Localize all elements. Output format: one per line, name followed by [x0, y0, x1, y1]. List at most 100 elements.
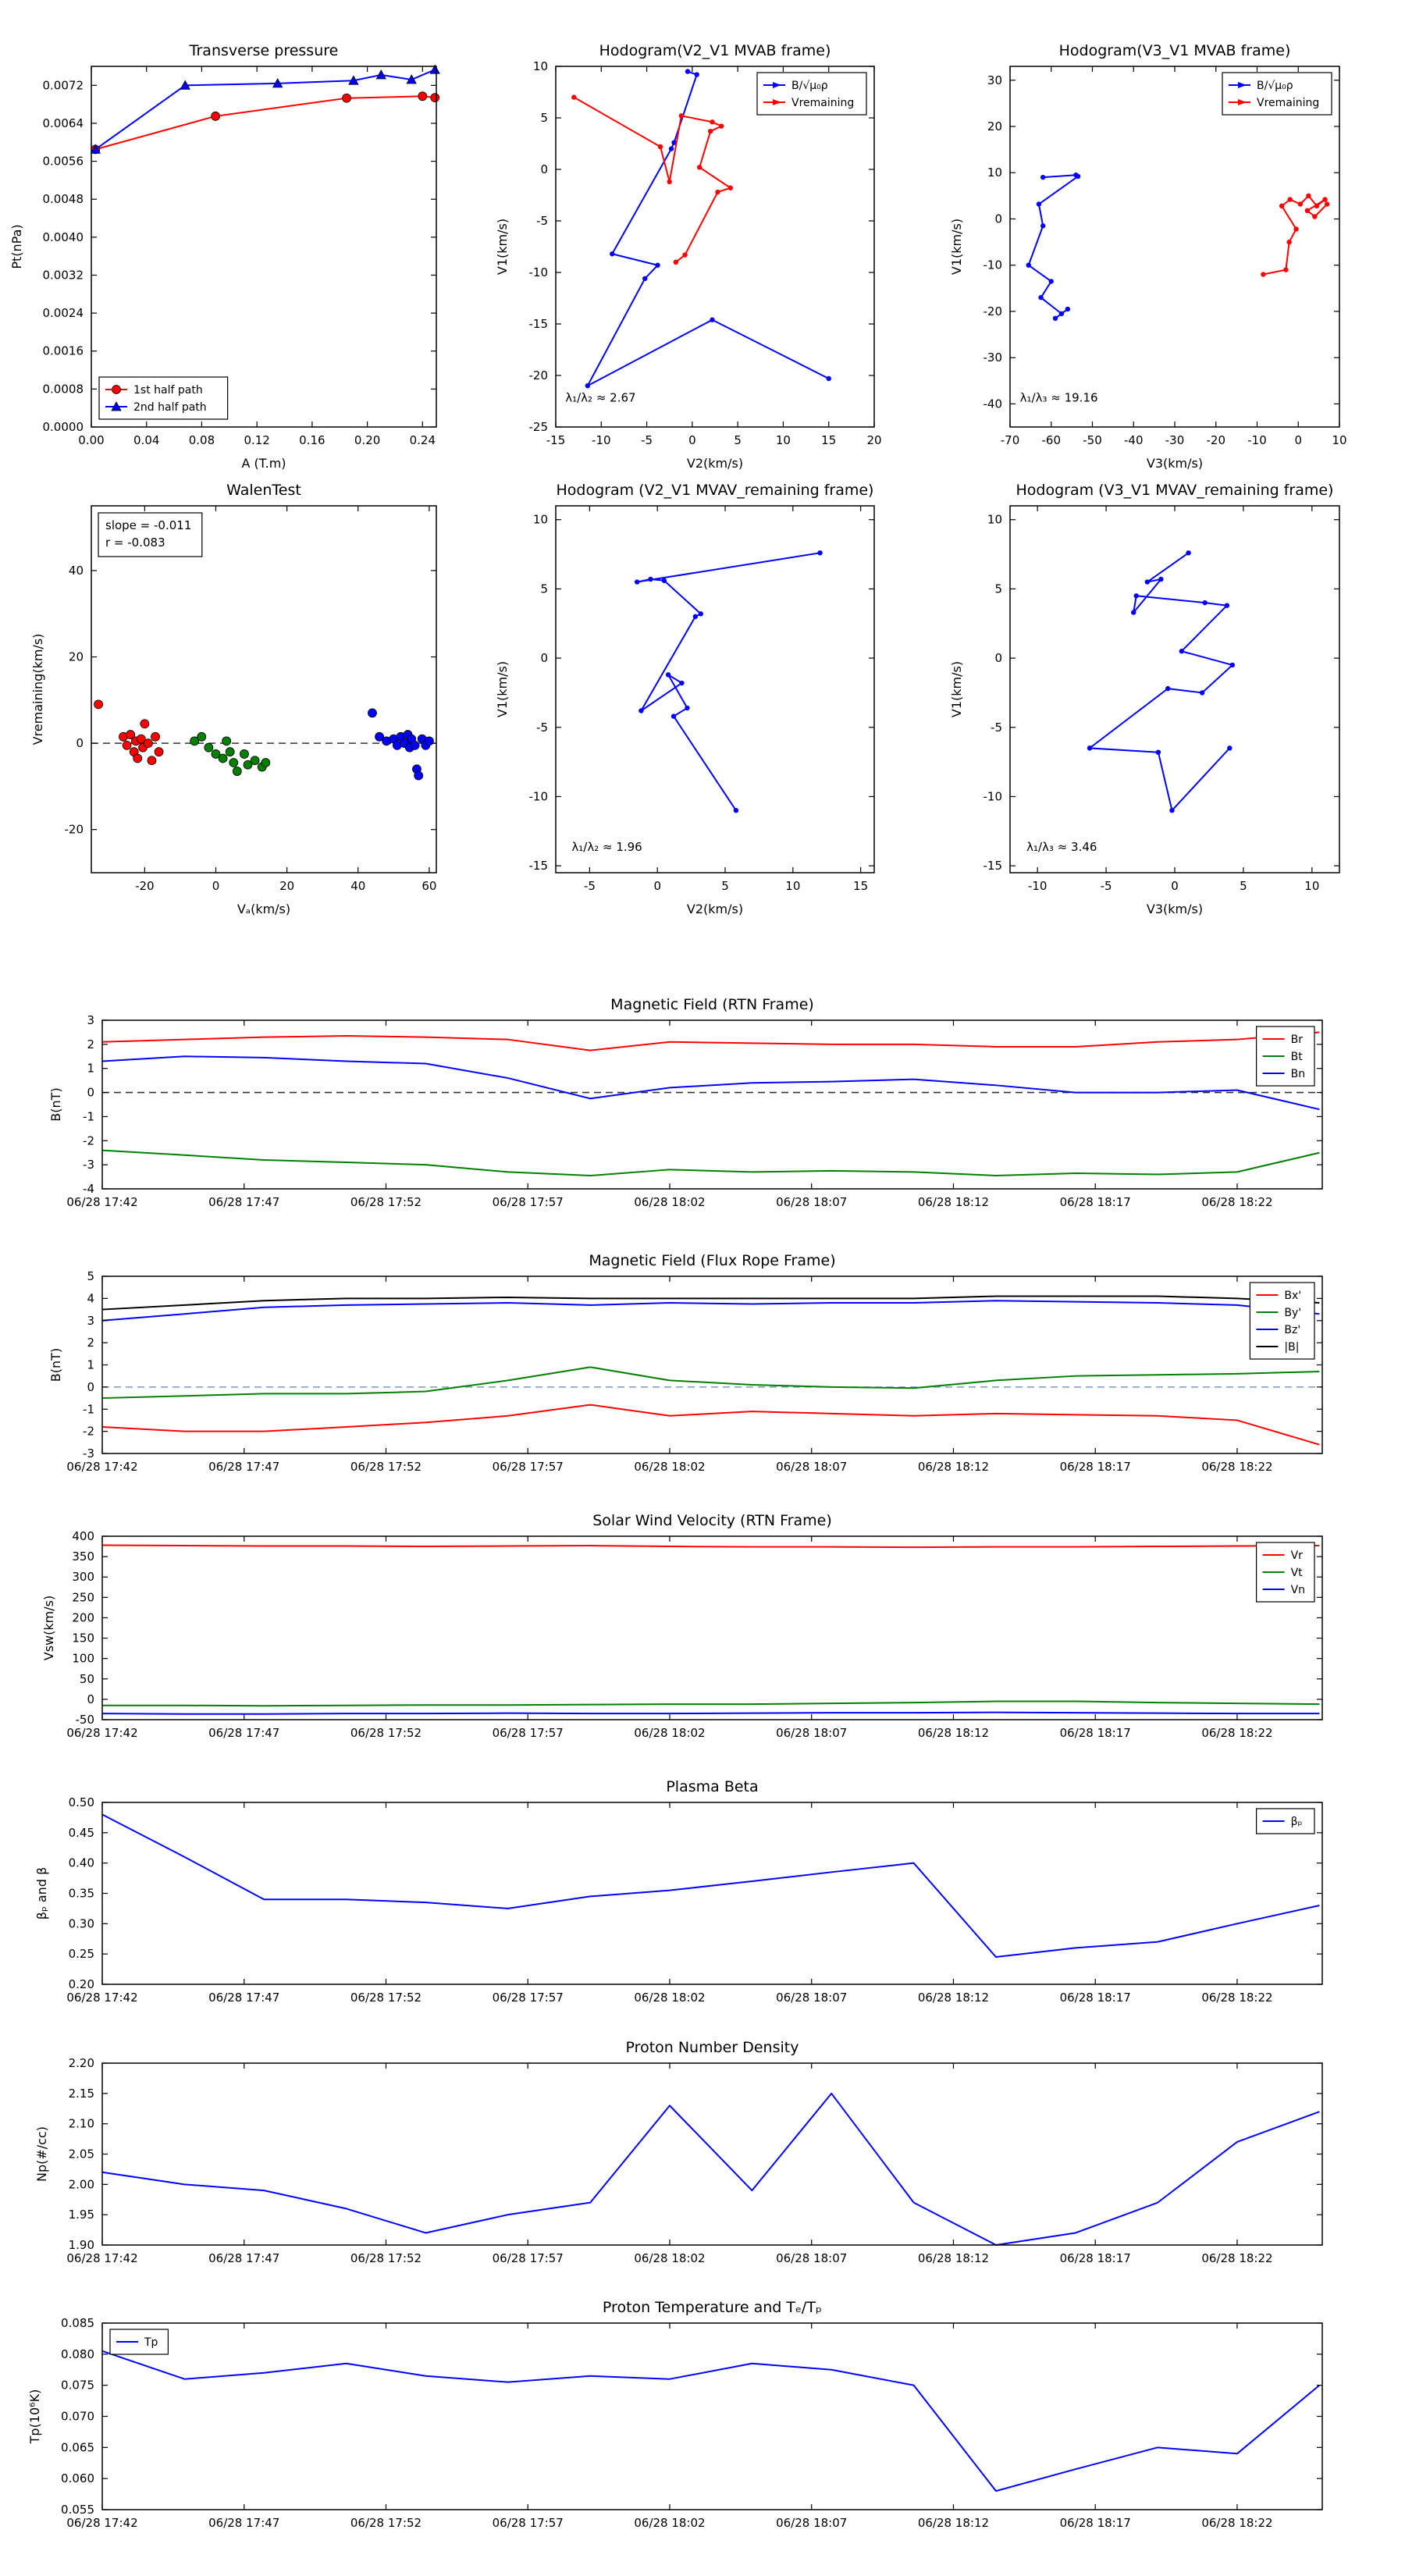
svg-text:-3: -3	[83, 1446, 94, 1461]
svg-text:0: 0	[994, 651, 1002, 665]
svg-text:5: 5	[540, 111, 548, 125]
svg-text:0.50: 0.50	[69, 1795, 94, 1809]
svg-text:0.0048: 0.0048	[43, 192, 84, 206]
svg-text:5: 5	[721, 879, 729, 893]
svg-text:-50: -50	[1083, 433, 1102, 447]
svg-text:06/28 18:02: 06/28 18:02	[634, 1726, 705, 1740]
svg-text:0.0024: 0.0024	[43, 306, 84, 320]
svg-text:1: 1	[87, 1062, 94, 1076]
svg-text:Vsw(km/s): Vsw(km/s)	[41, 1596, 56, 1660]
svg-text:06/28 18:07: 06/28 18:07	[776, 1460, 847, 1474]
svg-text:06/28 17:57: 06/28 17:57	[493, 1195, 564, 1209]
chart-solar-wind-velocity: 06/28 17:42 06/28 17:47 06/28 17:52 06/28 1…	[41, 1512, 1323, 1740]
svg-text:06/28 18:22: 06/28 18:22	[1201, 1991, 1272, 2005]
svg-text:βₚ: βₚ	[1291, 1816, 1303, 1828]
svg-text:150: 150	[72, 1631, 94, 1646]
svg-text:06/28 17:42: 06/28 17:42	[66, 1195, 137, 1209]
svg-text:2.15: 2.15	[69, 2087, 94, 2101]
svg-text:0.080: 0.080	[61, 2347, 94, 2361]
svg-text:06/28 18:17: 06/28 18:17	[1060, 2251, 1131, 2265]
svg-text:0.30: 0.30	[69, 1916, 94, 1930]
svg-text:0.0040: 0.0040	[43, 230, 84, 244]
svg-text:300: 300	[72, 1570, 94, 1584]
svg-text:06/28 17:42: 06/28 17:42	[66, 1726, 137, 1740]
svg-text:Magnetic Field (RTN Frame): Magnetic Field (RTN Frame)	[610, 996, 814, 1013]
svg-text:|B|: |B|	[1284, 1341, 1299, 1354]
svg-text:0.0008: 0.0008	[43, 382, 84, 396]
svg-text:0.0000: 0.0000	[43, 420, 84, 434]
svg-text:0: 0	[87, 1692, 94, 1706]
svg-text:06/28 18:17: 06/28 18:17	[1060, 2516, 1131, 2530]
chart-canvas-walen_test: -20 0 20 40 60 -20 0 20 40 WalenTest Vₐ(km/s) Vrema…	[30, 482, 437, 916]
svg-text:3: 3	[87, 1314, 94, 1328]
chart-canvas-proton_density: 06/28 17:42 06/28 17:47 06/28 17:52 06/28 1…	[34, 2039, 1323, 2265]
svg-text:06/28 17:52: 06/28 17:52	[350, 2251, 422, 2265]
svg-text:06/28 18:07: 06/28 18:07	[776, 1195, 847, 1209]
svg-text:Vn: Vn	[1291, 1584, 1305, 1596]
svg-text:20: 20	[987, 119, 1002, 133]
svg-text:5: 5	[540, 582, 548, 596]
svg-text:10: 10	[987, 165, 1002, 180]
svg-text:0.0032: 0.0032	[43, 268, 84, 282]
chart-canvas-vsw_rtn: 06/28 17:42 06/28 17:47 06/28 17:52 06/28 1…	[41, 1512, 1323, 1740]
svg-text:0.065: 0.065	[61, 2440, 94, 2454]
chart-hodogram-v3v1-mvav: -10 -5 0 5 10 -15 -10 -5 0 5 10 Hodogram (V3_V1 MVA…	[949, 482, 1340, 916]
svg-text:βₚ and β: βₚ and β	[34, 1867, 49, 1920]
svg-text:2.10: 2.10	[69, 2117, 94, 2131]
svg-text:06/28 17:47: 06/28 17:47	[208, 1726, 279, 1740]
svg-text:06/28 17:47: 06/28 17:47	[208, 1460, 279, 1474]
svg-text:2.20: 2.20	[69, 2056, 94, 2070]
svg-text:10: 10	[785, 879, 800, 893]
svg-text:06/28 18:12: 06/28 18:12	[918, 2251, 989, 2265]
svg-text:06/28 17:52: 06/28 17:52	[350, 2516, 422, 2530]
svg-text:0: 0	[540, 651, 548, 665]
svg-text:-5: -5	[536, 720, 548, 735]
svg-text:06/28 18:17: 06/28 18:17	[1060, 1991, 1131, 2005]
chart-magnetic-field-fluxrope: 06/28 17:42 06/28 17:47 06/28 17:52 06/28 1…	[48, 1252, 1323, 1474]
svg-text:06/28 18:07: 06/28 18:07	[776, 1991, 847, 2005]
svg-text:0.0064: 0.0064	[43, 116, 84, 130]
svg-text:20: 20	[866, 433, 881, 447]
svg-text:06/28 18:12: 06/28 18:12	[918, 1726, 989, 1740]
svg-text:06/28 17:42: 06/28 17:42	[66, 1460, 137, 1474]
svg-text:0: 0	[87, 1380, 94, 1394]
svg-text:0.25: 0.25	[69, 1947, 94, 1961]
svg-text:Bz': Bz'	[1284, 1324, 1300, 1336]
svg-text:V3(km/s): V3(km/s)	[1147, 902, 1203, 916]
svg-text:Plasma Beta: Plasma Beta	[666, 1778, 758, 1795]
svg-text:Vt: Vt	[1291, 1567, 1304, 1579]
chart-canvas-hodogram_v3v1_mvav: -10 -5 0 5 10 -15 -10 -5 0 5 10 Hodogram (V3_V1 MVA…	[949, 482, 1340, 916]
svg-text:06/28 18:22: 06/28 18:22	[1201, 2516, 1272, 2530]
svg-text:5: 5	[87, 1269, 94, 1283]
svg-text:06/28 17:52: 06/28 17:52	[350, 1991, 422, 2005]
chart-canvas-transverse_pressure: 0.00 0.04 0.08 0.12 0.16 0.20 0.24 0.0000 0.0008…	[9, 42, 440, 471]
svg-text:B(nT): B(nT)	[48, 1348, 63, 1382]
chart-canvas-plasma_beta: 06/28 17:42 06/28 17:47 06/28 17:52 06/28 1…	[34, 1778, 1323, 2005]
svg-text:Proton Number Density: Proton Number Density	[626, 2039, 799, 2056]
svg-text:V1(km/s): V1(km/s)	[495, 661, 510, 717]
svg-text:-10: -10	[1247, 433, 1267, 447]
svg-text:-5: -5	[991, 720, 1002, 735]
svg-text:-1: -1	[83, 1402, 94, 1416]
svg-text:0.12: 0.12	[244, 433, 269, 447]
svg-text:10: 10	[533, 513, 548, 527]
svg-text:λ₁/λ₂ ≈ 1.96: λ₁/λ₂ ≈ 1.96	[571, 840, 642, 854]
svg-text:Magnetic Field (Flux Rope Fram: Magnetic Field (Flux Rope Frame)	[589, 1252, 835, 1269]
svg-text:06/28 18:02: 06/28 18:02	[634, 1991, 705, 2005]
svg-text:2.05: 2.05	[69, 2147, 94, 2161]
svg-text:Br: Br	[1291, 1034, 1304, 1046]
svg-text:-20: -20	[1207, 433, 1226, 447]
svg-text:06/28 18:07: 06/28 18:07	[776, 2251, 847, 2265]
svg-text:-5: -5	[536, 214, 548, 228]
svg-text:-70: -70	[1001, 433, 1020, 447]
chart-plasma-beta: 06/28 17:42 06/28 17:47 06/28 17:52 06/28 1…	[34, 1778, 1323, 2005]
svg-text:-10: -10	[592, 433, 611, 447]
svg-text:Transverse pressure: Transverse pressure	[189, 42, 339, 59]
svg-text:0.060: 0.060	[61, 2471, 94, 2485]
svg-text:0: 0	[688, 433, 696, 447]
svg-text:-2: -2	[83, 1425, 94, 1439]
svg-text:06/28 17:57: 06/28 17:57	[493, 2516, 564, 2530]
svg-text:06/28 18:07: 06/28 18:07	[776, 1726, 847, 1740]
svg-text:5: 5	[734, 433, 742, 447]
chart-canvas-hodogram_v2v1_mvav: -5 0 5 10 15 -15 -10 -5 0 5 10 Hodogram (V2_V1 MVAV…	[495, 482, 875, 916]
